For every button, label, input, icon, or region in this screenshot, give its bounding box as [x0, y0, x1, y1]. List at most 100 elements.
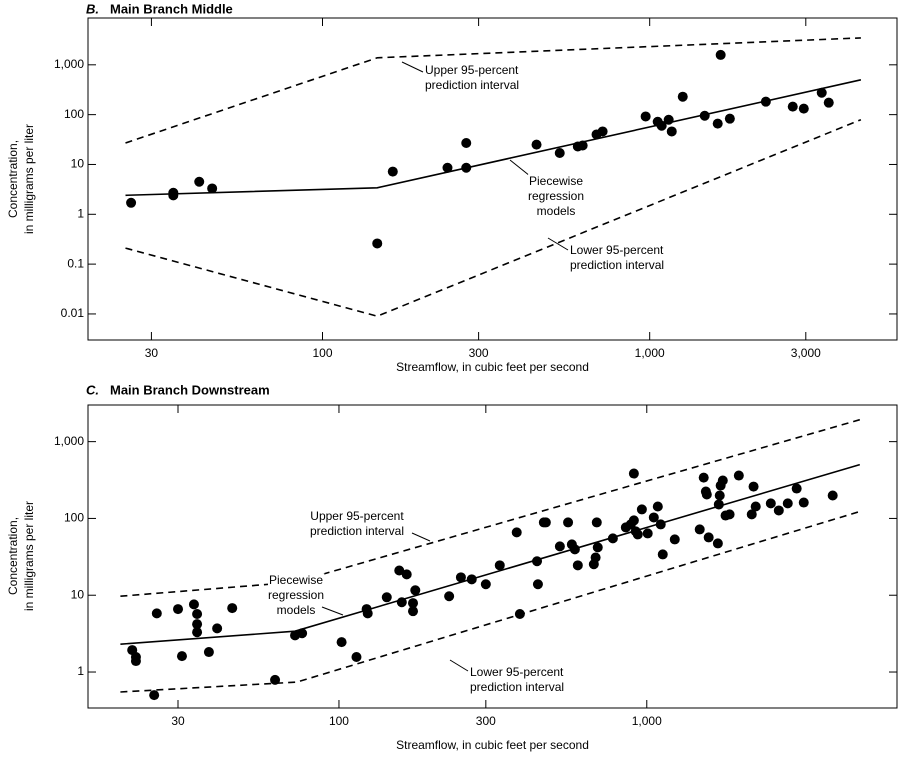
- annotation: models: [277, 603, 316, 617]
- prediction-interval: [125, 118, 862, 318]
- leader-line: [401, 61, 424, 73]
- data-point: [494, 560, 505, 571]
- x-tick-label: 300: [476, 714, 496, 728]
- data-point: [712, 538, 723, 549]
- panel-label: B.: [86, 1, 99, 16]
- y-axis-label: in milligrams per liter: [22, 124, 36, 234]
- data-point: [798, 497, 809, 508]
- data-point: [442, 162, 453, 173]
- annotation-bg: [424, 63, 521, 78]
- y-tick-label: 1,000: [54, 434, 84, 448]
- data-point: [590, 552, 601, 563]
- data-point: [396, 597, 407, 608]
- x-tick-label: 3,000: [791, 346, 821, 360]
- data-point: [192, 627, 203, 638]
- data-point: [455, 572, 466, 583]
- data-point: [724, 113, 735, 124]
- data-point: [168, 190, 179, 201]
- leader-line: [547, 237, 569, 251]
- y-tick-label: 1,000: [54, 57, 84, 71]
- prediction-interval: [125, 37, 861, 144]
- data-point: [669, 534, 680, 545]
- data-point: [632, 529, 643, 540]
- regression-line: [120, 463, 861, 645]
- y-tick-label: 1: [77, 206, 84, 220]
- data-point: [511, 527, 522, 538]
- data-point: [554, 147, 565, 158]
- annotation-bg: [569, 258, 666, 273]
- data-point: [351, 651, 362, 662]
- data-point: [461, 137, 472, 148]
- data-point: [297, 628, 308, 639]
- x-tick-label: 1,000: [632, 714, 662, 728]
- panel-title: Main Branch Middle: [110, 1, 233, 16]
- annotation: regression: [528, 189, 584, 203]
- data-point: [577, 140, 588, 151]
- data-point: [563, 517, 574, 528]
- panel-label: C.: [86, 382, 99, 397]
- data-point: [636, 504, 647, 515]
- data-point: [387, 166, 398, 177]
- data-point: [592, 542, 603, 553]
- annotation-bg: [309, 509, 406, 524]
- annotation: prediction interval: [570, 258, 664, 272]
- x-tick-label: 100: [329, 714, 349, 728]
- y-tick-label: 10: [71, 157, 85, 171]
- data-point: [151, 608, 162, 619]
- data-point: [192, 619, 203, 630]
- data-point: [703, 532, 714, 543]
- data-point: [712, 118, 723, 129]
- data-point: [188, 599, 199, 610]
- data-point: [628, 468, 639, 479]
- annotation: models: [537, 204, 576, 218]
- annotation-bg: [266, 588, 326, 603]
- data-point: [666, 126, 677, 137]
- annotation: Piecewise: [529, 174, 583, 188]
- annotation: Piecewise: [269, 573, 323, 587]
- annotation: prediction interval: [310, 524, 404, 538]
- annotation-bg: [308, 524, 406, 539]
- data-point: [823, 97, 834, 108]
- y-tick-label: 100: [64, 511, 84, 525]
- data-point: [701, 489, 712, 500]
- data-point: [652, 501, 663, 512]
- annotation-bg: [469, 665, 566, 680]
- data-point: [149, 690, 160, 701]
- data-point: [787, 101, 798, 112]
- data-point: [532, 579, 543, 590]
- data-point: [640, 111, 651, 122]
- annotation-bg: [424, 78, 521, 93]
- y-tick-label: 0.1: [67, 256, 84, 270]
- data-point: [572, 560, 583, 571]
- data-point: [713, 499, 724, 510]
- data-point: [750, 501, 761, 512]
- data-point: [270, 674, 281, 685]
- data-point: [540, 517, 551, 528]
- data-point: [466, 574, 477, 585]
- y-axis-label: Concentration,: [6, 517, 20, 595]
- annotation-bg: [527, 174, 585, 189]
- annotation: Upper 95-percent: [425, 63, 519, 77]
- data-point: [648, 512, 659, 523]
- data-point: [591, 517, 602, 528]
- y-axis-label: Concentration,: [6, 140, 20, 218]
- data-point: [782, 498, 793, 509]
- annotation-bg: [267, 573, 325, 588]
- y-tick-label: 0.01: [61, 306, 85, 320]
- data-point: [554, 541, 565, 552]
- data-point: [192, 608, 203, 619]
- data-point: [746, 509, 757, 520]
- plot-frame: [87, 404, 898, 709]
- annotation-bg: [535, 204, 577, 219]
- annotation: prediction interval: [470, 680, 564, 694]
- x-tick-label: 100: [312, 346, 332, 360]
- y-tick-label: 100: [64, 107, 84, 121]
- leader-line: [321, 606, 344, 616]
- data-point: [569, 544, 580, 555]
- data-point: [207, 183, 218, 194]
- data-point: [694, 524, 705, 535]
- data-point: [444, 591, 455, 602]
- data-point: [480, 579, 491, 590]
- data-point: [714, 490, 725, 501]
- data-point: [514, 608, 525, 619]
